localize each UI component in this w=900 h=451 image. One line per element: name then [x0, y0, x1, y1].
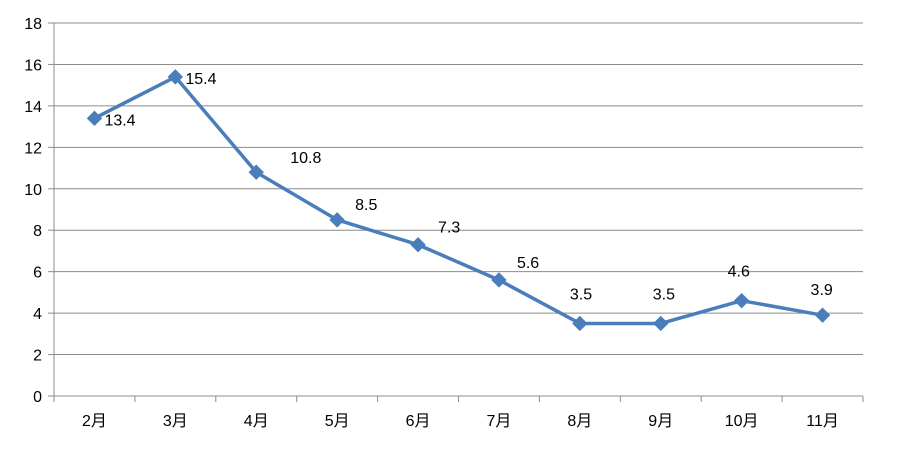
- y-tick-label: 8: [33, 223, 42, 240]
- series-line: [86, 69, 831, 332]
- data-point-marker: [491, 272, 507, 288]
- axes: [48, 22, 864, 402]
- y-tick-label: 0: [33, 389, 42, 406]
- data-point-marker: [410, 237, 426, 253]
- data-label: 15.4: [185, 71, 216, 88]
- x-tick-label: 7月: [486, 413, 511, 430]
- gridlines: [54, 22, 863, 356]
- y-tick-label: 16: [24, 57, 42, 74]
- data-labels: 13.4 15.4 10.8 8.5 7.3 5.6 3.5 3.5 4.6 3.9: [104, 71, 832, 304]
- data-point-marker: [86, 110, 103, 127]
- y-tick-labels: 0 2 4 6 8 10 12 14 16 18: [24, 16, 42, 406]
- x-tick-label: 5月: [325, 413, 350, 430]
- series-polyline: [93, 75, 823, 326]
- data-point-marker: [814, 307, 831, 323]
- data-point-marker: [572, 315, 588, 332]
- x-tick-label: 10月: [725, 413, 759, 430]
- data-point-marker: [167, 69, 184, 85]
- data-label: 3.5: [570, 286, 592, 303]
- y-tick-label: 18: [24, 16, 42, 33]
- data-label: 3.5: [653, 286, 675, 303]
- data-label: 13.4: [104, 112, 135, 129]
- x-tick-labels: 2月 3月 4月 5月 6月 7月 8月 9月 10月 11月: [82, 413, 839, 430]
- data-label: 8.5: [355, 197, 377, 214]
- x-tick-label: 11月: [806, 413, 839, 430]
- data-point-marker: [329, 212, 345, 228]
- data-point-marker: [733, 292, 750, 309]
- data-label: 3.9: [811, 282, 833, 299]
- x-tick-label: 3月: [163, 413, 188, 430]
- y-tick-label: 6: [33, 265, 42, 282]
- data-label: 4.6: [728, 264, 750, 281]
- x-tick-label: 4月: [244, 413, 269, 430]
- data-point-marker: [248, 164, 264, 180]
- data-label: 5.6: [517, 255, 539, 272]
- x-tick-label: 2月: [82, 413, 107, 430]
- y-tick-label: 4: [33, 306, 42, 323]
- x-tick-label: 8月: [567, 413, 592, 430]
- data-label: 7.3: [438, 220, 460, 237]
- data-point-marker: [653, 315, 669, 332]
- y-tick-label: 10: [24, 182, 42, 199]
- x-tick-label: 6月: [406, 413, 431, 430]
- y-tick-label: 2: [33, 348, 42, 365]
- y-tick-label: 14: [24, 99, 42, 116]
- x-tick-label: 9月: [648, 413, 673, 430]
- data-label: 10.8: [290, 150, 321, 167]
- y-tick-label: 12: [24, 140, 42, 157]
